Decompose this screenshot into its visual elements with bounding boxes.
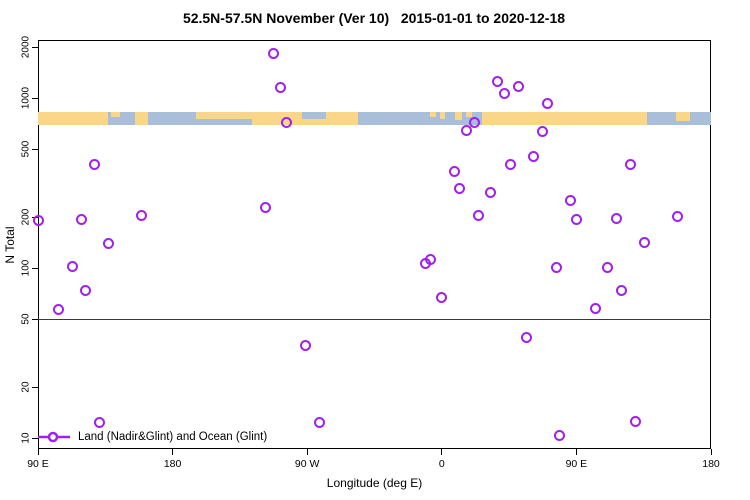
data-point <box>520 332 532 344</box>
map-strip-segment-land <box>455 112 462 120</box>
data-point <box>80 285 92 297</box>
x-tick-label: 180 <box>702 458 720 470</box>
data-point <box>313 416 325 428</box>
data-point <box>32 214 44 226</box>
map-strip-segment-land <box>429 112 436 118</box>
data-point <box>615 285 627 297</box>
y-tick-label: 1000 <box>20 87 32 110</box>
map-strip-segment-land <box>195 112 252 120</box>
y-tick-mark <box>32 46 38 48</box>
y-tick-label: 500 <box>20 141 32 158</box>
data-point <box>542 98 554 110</box>
legend: Land (Nadir&Glint) and Ocean (Glint) <box>38 430 267 444</box>
data-point <box>629 416 641 428</box>
data-point <box>610 213 622 225</box>
x-tick-label: 90 E <box>27 458 49 470</box>
data-point <box>564 195 576 207</box>
data-point <box>638 237 650 249</box>
y-tick-mark <box>32 437 38 439</box>
data-point <box>299 340 311 352</box>
y-tick-label: 50 <box>20 313 32 326</box>
x-axis-label: Longitude (deg E) <box>326 476 423 490</box>
data-point <box>436 292 448 304</box>
y-tick-label: 10 <box>20 432 32 444</box>
x-tick-mark <box>37 449 39 455</box>
data-point <box>259 202 271 214</box>
x-tick-label: 0 <box>438 458 445 470</box>
y-tick-mark <box>32 318 38 320</box>
data-point <box>624 158 636 170</box>
map-strip-segment-land <box>135 112 148 125</box>
map-strip-segment-land <box>675 112 691 122</box>
x-tick-mark <box>575 449 577 455</box>
legend-label: Land (Nadir&Glint) and Ocean (Glint) <box>78 431 268 443</box>
data-point <box>505 158 517 170</box>
data-point <box>512 80 524 92</box>
data-point <box>274 82 286 94</box>
x-tick-mark <box>306 449 308 455</box>
legend-marker-icon <box>38 431 70 443</box>
y-tick-mark <box>32 97 38 99</box>
x-tick-label: 180 <box>163 458 182 470</box>
y-tick-label: 2000 <box>20 35 32 59</box>
data-point <box>89 158 101 170</box>
data-point <box>570 214 582 226</box>
y-tick-mark <box>32 148 38 150</box>
map-strip-segment-land <box>251 112 302 125</box>
data-point <box>589 303 601 315</box>
data-point <box>671 210 683 222</box>
plot-area <box>38 40 711 449</box>
data-point <box>469 117 481 129</box>
data-point <box>527 150 539 162</box>
x-tick-label: 90 W <box>294 458 320 470</box>
x-tick-mark <box>441 449 443 455</box>
data-point <box>136 210 148 222</box>
map-strip-segment-land <box>325 112 359 125</box>
map-strip-segment-land <box>482 112 647 125</box>
map-strip-segment-land <box>465 112 472 118</box>
data-point <box>460 124 472 136</box>
data-point <box>419 257 431 269</box>
reference-line-n50 <box>38 318 711 320</box>
data-point <box>491 76 503 88</box>
data-point <box>602 262 614 274</box>
map-strip-segment-land <box>301 118 326 125</box>
data-point <box>280 117 292 129</box>
data-point <box>484 186 496 198</box>
data-point <box>551 262 563 274</box>
y-tick-mark <box>32 386 38 388</box>
data-point <box>75 213 87 225</box>
y-tick-label: 200 <box>20 208 32 226</box>
data-point <box>454 183 466 195</box>
y-tick-label: 100 <box>20 259 32 277</box>
data-point <box>103 237 115 249</box>
x-tick-mark <box>172 449 174 455</box>
data-point <box>536 125 548 137</box>
map-strip-segment-land <box>111 112 121 118</box>
data-point <box>52 304 64 316</box>
y-tick-mark <box>32 267 38 269</box>
y-tick-label: 20 <box>20 381 32 393</box>
data-point <box>66 261 78 273</box>
chart-title: 52.5N-57.5N November (Ver 10) 2015-01-01… <box>182 10 566 26</box>
data-point <box>499 88 511 100</box>
data-point <box>449 166 460 178</box>
data-point <box>554 429 566 441</box>
data-point <box>473 209 485 221</box>
map-strip-segment-land <box>440 112 445 120</box>
data-point <box>93 416 105 428</box>
x-tick-label: 90 E <box>565 458 588 470</box>
map-strip-segment-land <box>38 112 109 125</box>
x-tick-mark <box>710 449 712 455</box>
data-point <box>268 48 280 60</box>
y-axis-label: N Total <box>3 226 17 264</box>
